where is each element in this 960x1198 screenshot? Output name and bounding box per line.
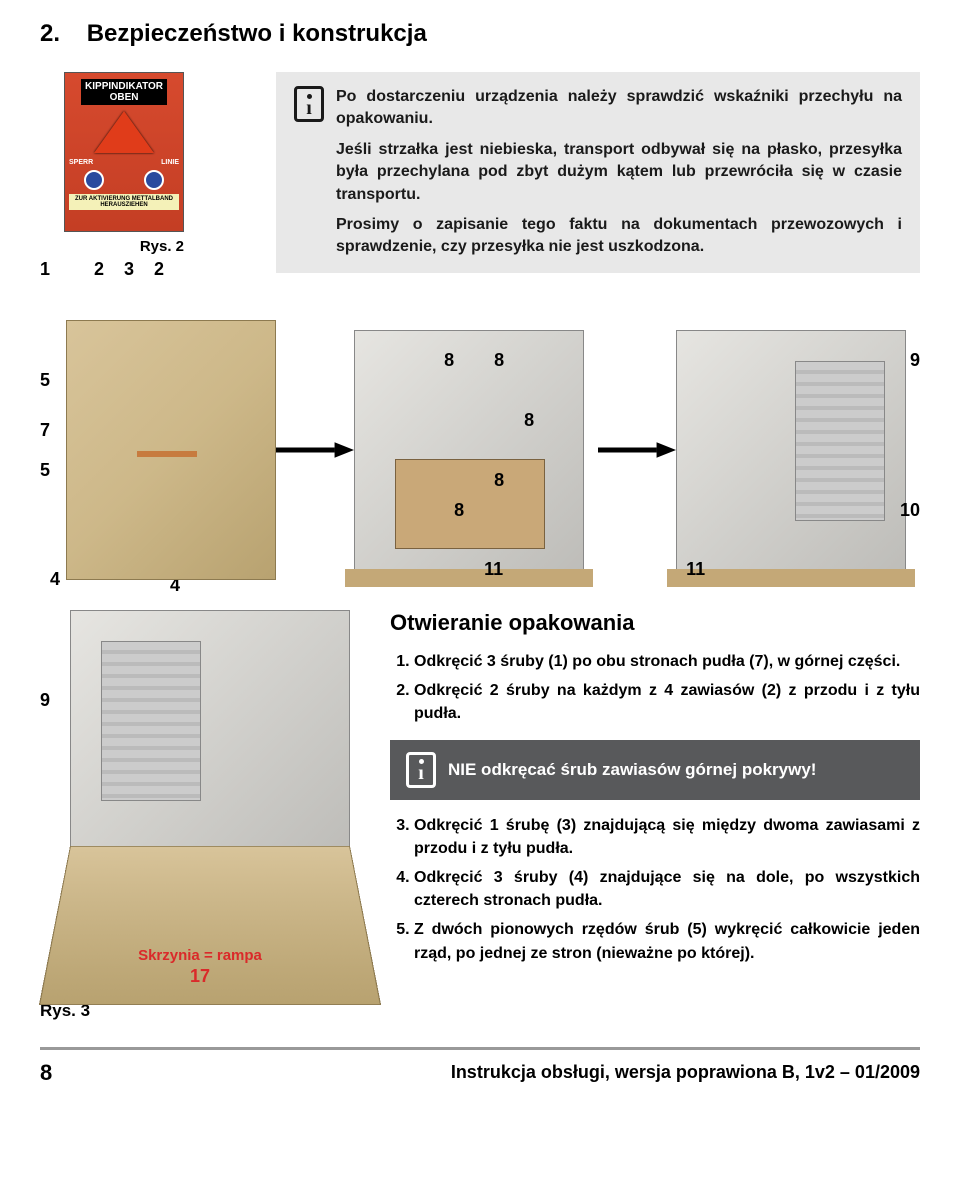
steps-list-2: Odkręcić 1 śrubę (3) znajdującą się międ… xyxy=(390,814,920,965)
machine-vent-icon xyxy=(101,641,201,801)
tilt-indicator-image: KIPPINDIKATOROBEN SPERRLINIE ZUR AKTIVIE… xyxy=(64,72,184,232)
callout-2b: 2 xyxy=(154,259,164,280)
callout-3: 3 xyxy=(124,259,134,280)
callout-8e: 8 xyxy=(454,500,464,521)
step-4: Odkręcić 3 śruby (4) znajdujące się na d… xyxy=(414,866,920,912)
steps-list-1: Odkręcić 3 śruby (1) po obu stronach pud… xyxy=(390,650,920,726)
callout-1: 1 xyxy=(40,259,50,280)
indicator-triangle-icon xyxy=(94,111,154,153)
warning-box: ı NIE odkręcać śrub zawiasów górnej pokr… xyxy=(390,740,920,800)
pallet xyxy=(345,569,593,587)
info-column: ı Po dostarczeniu urządzenia należy spra… xyxy=(276,72,920,273)
rys2-label: Rys. 2 xyxy=(140,238,184,255)
info-i-icon: ı xyxy=(418,766,424,780)
info-p2: Jeśli strzałka jest niebieska, transport… xyxy=(336,139,902,206)
ramp-caption: Skrzynia = rampa xyxy=(40,947,360,964)
info-icon: ı xyxy=(406,752,436,788)
callout-8a: 8 xyxy=(444,350,454,371)
figure-row: 5 7 5 4 4 8 8 8 8 8 11 9 10 11 xyxy=(40,310,920,590)
step-5: Z dwóch pionowych rzędów śrub (5) wykręc… xyxy=(414,918,920,964)
crate-tape xyxy=(137,451,197,457)
machine-unpacked xyxy=(676,330,906,570)
callout-8b: 8 xyxy=(494,350,504,371)
page-footer: 8 Instrukcja obsługi, wersja poprawiona … xyxy=(40,1047,920,1102)
info-p1: Po dostarczeniu urządzenia należy sprawd… xyxy=(336,86,902,131)
instructions-column: Otwieranie opakowania Odkręcić 3 śruby (… xyxy=(390,610,920,971)
step-1: Odkręcić 3 śruby (1) po obu stronach pud… xyxy=(414,650,920,673)
info-icon: ı xyxy=(294,86,324,122)
arrow-right-icon xyxy=(598,440,676,460)
crate-closed xyxy=(66,320,276,580)
indicator-column: 1 KIPPINDIKATOROBEN SPERRLINIE ZUR AKTIV… xyxy=(40,72,260,280)
info-i-icon: ı xyxy=(306,101,312,115)
step-2: Odkręcić 2 śruby na każdym z 4 zawiasów … xyxy=(414,679,920,725)
indicator-bottom-text: ZUR AKTIVIERUNG METTALBAND HERAUSZIEHEN xyxy=(69,194,179,210)
indicator-balls xyxy=(84,170,164,190)
indicator-ball-icon xyxy=(84,170,104,190)
page-number: 8 xyxy=(40,1060,52,1086)
machine-on-ramp xyxy=(70,610,350,850)
arrow-right-icon xyxy=(276,440,354,460)
warning-text: NIE odkręcać śrub zawiasów górnej pokryw… xyxy=(448,758,816,782)
callout-11a: 11 xyxy=(484,559,503,580)
machine-wrapped xyxy=(354,330,584,570)
callout-9: 9 xyxy=(910,350,920,371)
step-3: Odkręcić 1 śrubę (3) znajdującą się międ… xyxy=(414,814,920,860)
callout-5a: 5 xyxy=(40,370,50,391)
indicator-ball-icon xyxy=(144,170,164,190)
callout-7: 7 xyxy=(40,420,50,441)
crate-closed-figure: 5 7 5 4 4 xyxy=(40,310,276,590)
section-title: Bezpieczeństwo i konstrukcja xyxy=(87,20,427,47)
info-p3: Prosimy o zapisanie tego faktu na dokume… xyxy=(336,214,902,259)
callout-8c: 8 xyxy=(524,410,534,431)
callout-4a: 4 xyxy=(50,569,60,590)
indicator-title: KIPPINDIKATOROBEN xyxy=(81,79,167,105)
footer-text: Instrukcja obsługi, wersja poprawiona B,… xyxy=(451,1062,920,1083)
accessory-box xyxy=(395,459,545,549)
callout-row-232: 2 3 2 xyxy=(94,259,164,280)
ramp-figure: 9 14 17 Skrzynia = rampa xyxy=(40,610,360,966)
callout-2a: 2 xyxy=(94,259,104,280)
info-text: Po dostarczeniu urządzenia należy sprawd… xyxy=(336,86,902,259)
info-box-delivery: ı Po dostarczeniu urządzenia należy spra… xyxy=(276,72,920,273)
callout-11b: 11 xyxy=(686,559,705,580)
callout-17: 17 xyxy=(40,966,360,987)
bottom-row: 9 14 17 Skrzynia = rampa Otwieranie opak… xyxy=(40,610,920,971)
callout-8d: 8 xyxy=(494,470,504,491)
callout-9b: 9 xyxy=(40,690,50,711)
top-row: 1 KIPPINDIKATOROBEN SPERRLINIE ZUR AKTIV… xyxy=(40,72,920,280)
section-heading: 2. Bezpieczeństwo i konstrukcja xyxy=(40,20,920,48)
section-number: 2. xyxy=(40,20,60,47)
machine-on-pallet-figure: 9 10 11 xyxy=(676,310,920,590)
indicator-sperr-row: SPERRLINIE xyxy=(69,159,179,166)
crate-open-figure: 8 8 8 8 8 11 xyxy=(354,310,598,590)
callout-5b: 5 xyxy=(40,460,50,481)
callout-10: 10 xyxy=(900,500,920,521)
instructions-heading: Otwieranie opakowania xyxy=(390,610,920,636)
machine-vent-icon xyxy=(795,361,885,521)
